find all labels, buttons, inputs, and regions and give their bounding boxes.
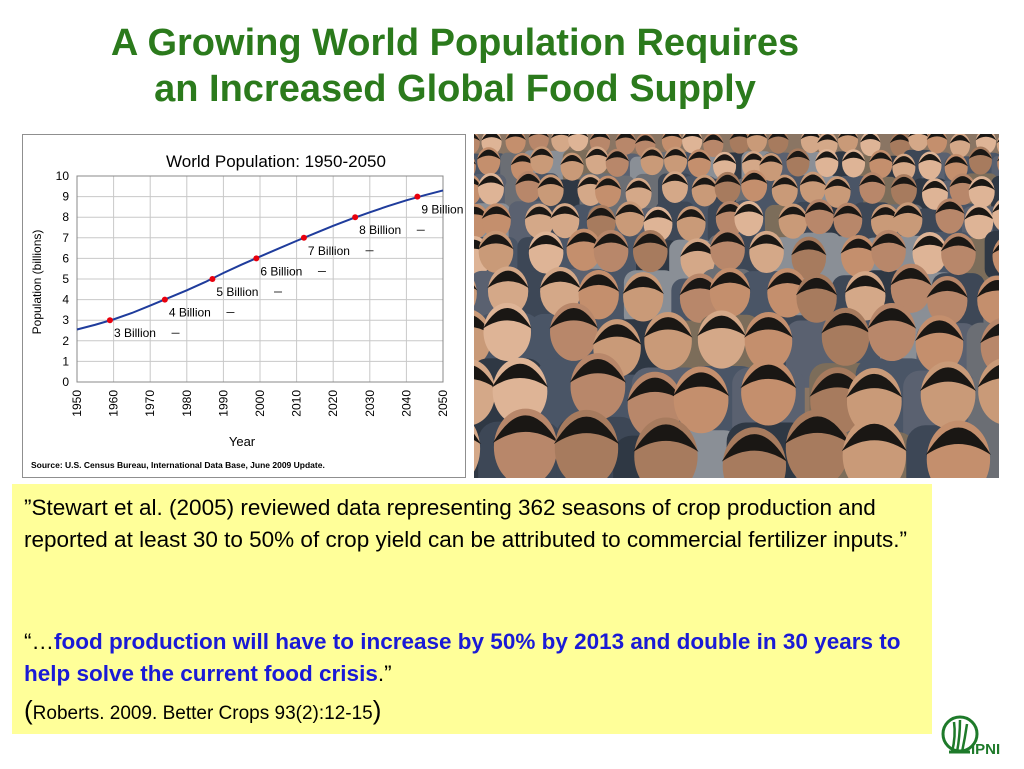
milestone-marker — [414, 194, 420, 200]
ipni-logo-icon: IPNI — [940, 712, 1012, 764]
food-production-quote: “…food production will have to increase … — [24, 626, 919, 690]
person-face — [908, 134, 928, 151]
x-tick-label: 2040 — [399, 390, 413, 417]
milestone-label: 3 Billion — [114, 326, 156, 340]
milestone-label: 5 Billion — [216, 285, 258, 299]
title-line-1: A Growing World Population Requires — [0, 20, 910, 66]
y-tick-label: 10 — [56, 169, 70, 183]
x-tick-label: 1960 — [107, 390, 121, 417]
y-tick-label: 8 — [62, 210, 69, 224]
citation-paren-close: ) — [373, 695, 382, 725]
x-tick-label: 1980 — [180, 390, 194, 417]
x-tick-label: 2000 — [253, 390, 267, 417]
y-axis-label: Population (billions) — [30, 230, 44, 335]
stewart-quote: ”Stewart et al. (2005) reviewed data rep… — [24, 492, 919, 556]
y-tick-label: 6 — [62, 251, 69, 265]
y-tick-label: 7 — [62, 231, 69, 245]
x-tick-label: 1990 — [216, 390, 230, 417]
population-chart: World Population: 1950-2050 0 1 2 3 4 5 6 7 8 9 10… — [22, 134, 466, 478]
milestone-marker — [162, 297, 168, 303]
milestone-marker — [352, 214, 358, 220]
x-tick-label: 2010 — [290, 390, 304, 417]
milestone-label: 4 Billion — [169, 306, 211, 320]
title-line-2: an Increased Global Food Supply — [0, 66, 910, 112]
quote-box: ”Stewart et al. (2005) reviewed data rep… — [12, 484, 932, 734]
citation-text: Roberts. 2009. Better Crops 93(2):12-15 — [33, 703, 373, 724]
y-tick-label: 1 — [62, 354, 69, 368]
crowd-photo — [474, 134, 999, 478]
chart-source: Source: U.S. Census Bureau, Internationa… — [31, 460, 325, 470]
x-tick-label: 1970 — [143, 390, 157, 417]
y-tick-label: 5 — [62, 272, 69, 286]
logo-text: IPNI — [971, 741, 1000, 758]
milestone-label: 8 Billion — [359, 223, 401, 237]
citation-paren-open: ( — [24, 695, 33, 725]
milestone-marker — [209, 276, 215, 282]
y-tick-label: 3 — [62, 313, 69, 327]
x-tick-label: 2020 — [326, 390, 340, 417]
chart-title: World Population: 1950-2050 — [166, 152, 386, 171]
y-tick-label: 2 — [62, 334, 69, 348]
quote-close: .” — [378, 661, 392, 686]
milestone-marker — [301, 235, 307, 241]
population-chart-svg: World Population: 1950-2050 0 1 2 3 4 5 6 7 8 9 10… — [23, 135, 465, 477]
milestone-label: 7 Billion — [308, 244, 350, 258]
citation: (Roberts. 2009. Better Crops 93(2):12-15… — [24, 694, 919, 730]
quote-emphasis: food production will have to increase by… — [24, 629, 900, 686]
milestone-marker — [107, 317, 113, 323]
x-tick-label: 2030 — [363, 390, 377, 417]
person-face — [568, 134, 588, 151]
milestone-label: 9 Billion — [421, 203, 463, 217]
y-tick-label: 4 — [62, 293, 69, 307]
crowd-photo-svg — [474, 134, 999, 478]
x-tick-label: 2050 — [436, 390, 450, 417]
x-tick-label: 1950 — [70, 390, 84, 417]
quote-open: “… — [24, 629, 54, 654]
y-tick-label: 9 — [62, 190, 69, 204]
ipni-logo: IPNI — [940, 712, 1012, 764]
slide-title: A Growing World Population Requires an I… — [0, 20, 910, 112]
y-tick-label: 0 — [62, 375, 69, 389]
milestone-label: 6 Billion — [260, 264, 302, 278]
milestone-marker — [253, 255, 259, 261]
x-axis-label: Year — [229, 434, 256, 449]
